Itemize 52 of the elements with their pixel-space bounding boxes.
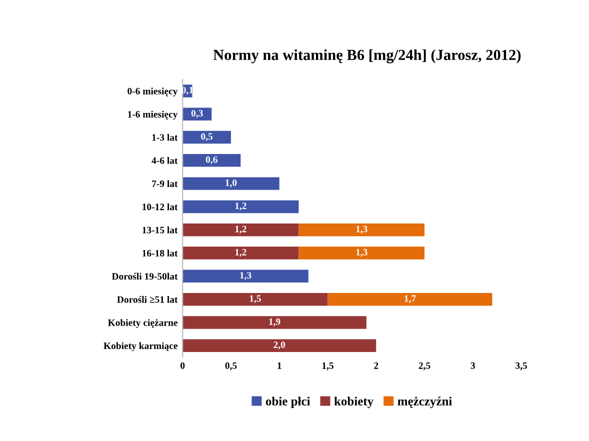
y-tick-label: 16-18 lat (142, 250, 178, 256)
bar (182, 270, 308, 283)
data-label: 1,3 (240, 272, 252, 280)
data-label: 0,3 (191, 110, 203, 118)
y-tick-label: Kobiety karmiące (104, 342, 178, 352)
data-label: 1,7 (404, 295, 416, 304)
data-label: 0,6 (206, 156, 218, 164)
bar (182, 246, 299, 260)
data-label: 0,5 (201, 133, 212, 142)
data-label: 1,2 (235, 248, 246, 257)
chart-title: Normy na witaminę B6 [mg/24h] (Jarosz, 2012) (213, 49, 521, 64)
bar (182, 224, 299, 236)
bar (182, 130, 231, 144)
legend-label: kobiety (334, 396, 374, 408)
bar (182, 316, 366, 329)
x-tick-label: 2 (374, 362, 378, 369)
y-tick-label: 1-3 lat (152, 134, 178, 141)
bar (182, 339, 376, 352)
x-tick-label: 0 (180, 362, 185, 369)
x-tick-label: 3,5 (516, 362, 527, 370)
y-tick-label: Dorośli 19-50lat (112, 272, 178, 280)
bar (182, 200, 299, 214)
bar (298, 246, 424, 260)
bar (182, 292, 328, 306)
data-label: 1,2 (235, 202, 246, 211)
bar (182, 108, 212, 120)
y-tick-label: 0-6 miesięcy (128, 88, 178, 96)
bar (182, 154, 241, 167)
data-label: 1,0 (226, 179, 237, 188)
data-label: 1,3 (356, 226, 368, 234)
legend-label: obie płci (266, 396, 310, 408)
data-label: 1,2 (235, 226, 246, 234)
legend-label: mężczyźni (398, 396, 452, 408)
bar (182, 177, 280, 190)
data-label: 1,3 (356, 248, 368, 257)
y-tick-label: 10-12 lat (142, 203, 178, 210)
data-label: 2,0 (274, 342, 286, 350)
bar (328, 292, 492, 306)
x-tick-label: 3 (470, 362, 475, 369)
x-tick-label: 1 (278, 362, 282, 369)
y-tick-label: 7-9 lat (152, 180, 178, 188)
data-label: 1,9 (269, 318, 280, 326)
y-tick-label: Kobiety ciężarne (108, 319, 178, 328)
y-tick-label: 1-6 miesięcy (128, 110, 178, 120)
x-tick-label: 2,5 (418, 362, 430, 370)
y-tick-label: 13-15 lat (142, 226, 178, 234)
x-tick-label: 1,5 (322, 362, 334, 370)
y-tick-label: 4-6 lat (152, 157, 178, 164)
bar (298, 224, 424, 236)
y-tick-label: Dorośli ≥51 lat (117, 296, 178, 303)
data-label: 1,5 (250, 295, 261, 304)
x-tick-label: 0,5 (225, 362, 237, 370)
